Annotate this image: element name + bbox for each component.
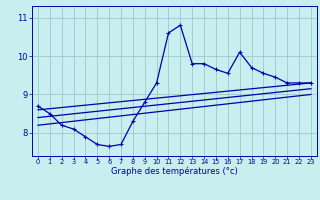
- X-axis label: Graphe des températures (°c): Graphe des températures (°c): [111, 167, 238, 176]
